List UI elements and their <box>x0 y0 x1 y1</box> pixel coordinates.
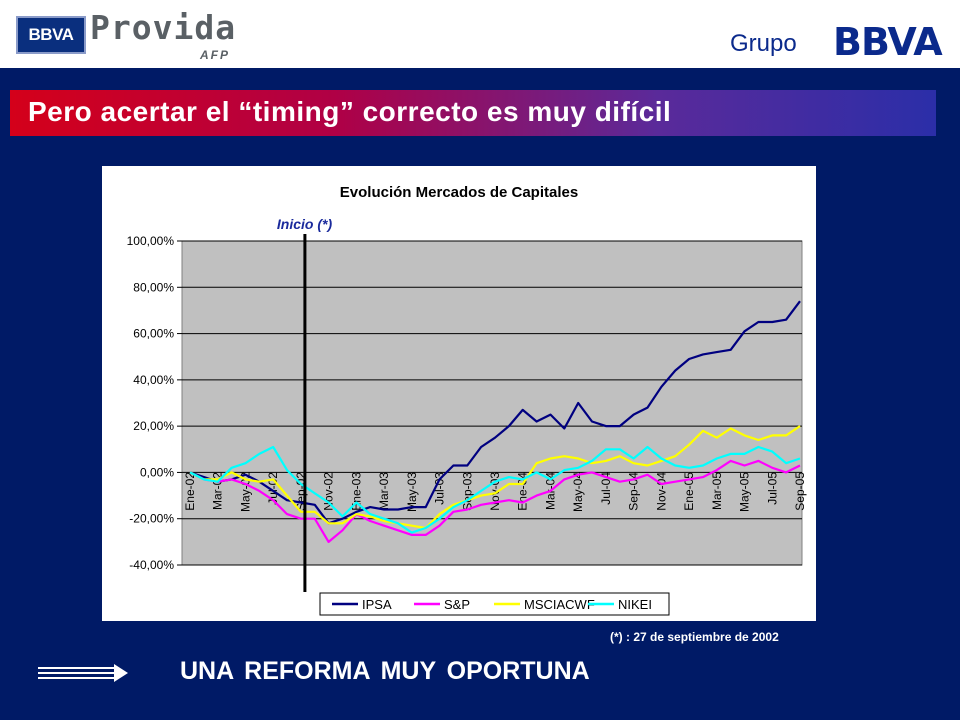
conclusion-text: UNA REFORMA MUY OPORTUNA <box>180 657 590 685</box>
x-tick-label: Jul-03 <box>433 472 447 505</box>
gridlines <box>182 240 802 566</box>
y-tick-label: 20,00% <box>133 419 174 433</box>
legend-label: MSCIACWF <box>524 597 595 612</box>
plot-area <box>181 240 803 566</box>
chart-panel: Evolución Mercados de Capitales -40,00% -… <box>102 166 816 621</box>
inicio-annotation: Inicio (*) <box>277 216 333 232</box>
footnote: (*) : 27 de septiembre de 2002 <box>610 630 779 644</box>
double-arrow-icon <box>38 664 128 682</box>
provida-logo: BBVA Provida AFP <box>12 4 244 64</box>
x-tick-label: Sep-05 <box>793 472 807 511</box>
series-line-nikei <box>189 445 801 534</box>
x-tick-label: May-05 <box>738 472 752 512</box>
x-tick-label: Sep-03 <box>460 472 474 511</box>
y-tick-label: 80,00% <box>133 280 174 294</box>
series-line-msciacwf <box>189 425 801 530</box>
title-bar: Pero acertar el “timing” correcto es muy… <box>10 90 936 136</box>
chart-title: Evolución Mercados de Capitales <box>340 184 578 201</box>
y-tick-label: 0,00% <box>140 465 174 479</box>
x-tick-label: Jul-05 <box>765 472 779 505</box>
x-tick-label: Ene-05 <box>682 472 696 511</box>
x-tick-label: Ene-03 <box>349 472 363 511</box>
y-tick-label: -40,00% <box>129 558 174 572</box>
x-tick-label: Sep-04 <box>627 472 641 511</box>
y-tick-label: 100,00% <box>127 234 175 248</box>
y-axis-ticks: -40,00% -20,00% 0,00% 20,00% 40,00% 60,00% 80,… <box>127 234 182 572</box>
legend-label: S&P <box>444 597 470 612</box>
slide-title: Pero acertar el “timing” correcto es muy… <box>28 96 672 127</box>
afp-wordmark: AFP <box>200 48 230 62</box>
series-line-sp <box>189 459 801 543</box>
header-bar: BBVA Provida AFP Grupo BBVA <box>0 0 960 68</box>
x-tick-label: Ene-02 <box>183 472 197 511</box>
x-tick-label: May-04 <box>571 472 585 512</box>
bbva-badge-logo: BBVA <box>16 16 86 54</box>
x-tick-label: Jul-04 <box>599 472 613 505</box>
legend-label: NIKEI <box>618 597 652 612</box>
chart-legend: IPSA S&P MSCIACWF NIKEI <box>319 592 670 616</box>
x-tick-label: Mar-05 <box>710 472 724 510</box>
x-tick-label: Nov-04 <box>654 472 668 511</box>
series-lines <box>189 300 801 543</box>
x-tick-label: May-03 <box>405 472 419 512</box>
y-tick-label: 40,00% <box>133 373 174 387</box>
line-chart: Evolución Mercados de Capitales -40,00%-… <box>127 184 807 616</box>
y-tick-label: -20,00% <box>129 512 174 526</box>
provida-wordmark: Provida <box>90 8 237 47</box>
x-tick-label: Mar-03 <box>377 472 391 510</box>
bbva-group-logo: BBVA <box>833 20 943 64</box>
legend-label: IPSA <box>362 597 392 612</box>
grupo-label: Grupo <box>730 30 797 57</box>
y-tick-label: 60,00% <box>133 327 174 341</box>
x-tick-label: Nov-02 <box>322 472 336 511</box>
